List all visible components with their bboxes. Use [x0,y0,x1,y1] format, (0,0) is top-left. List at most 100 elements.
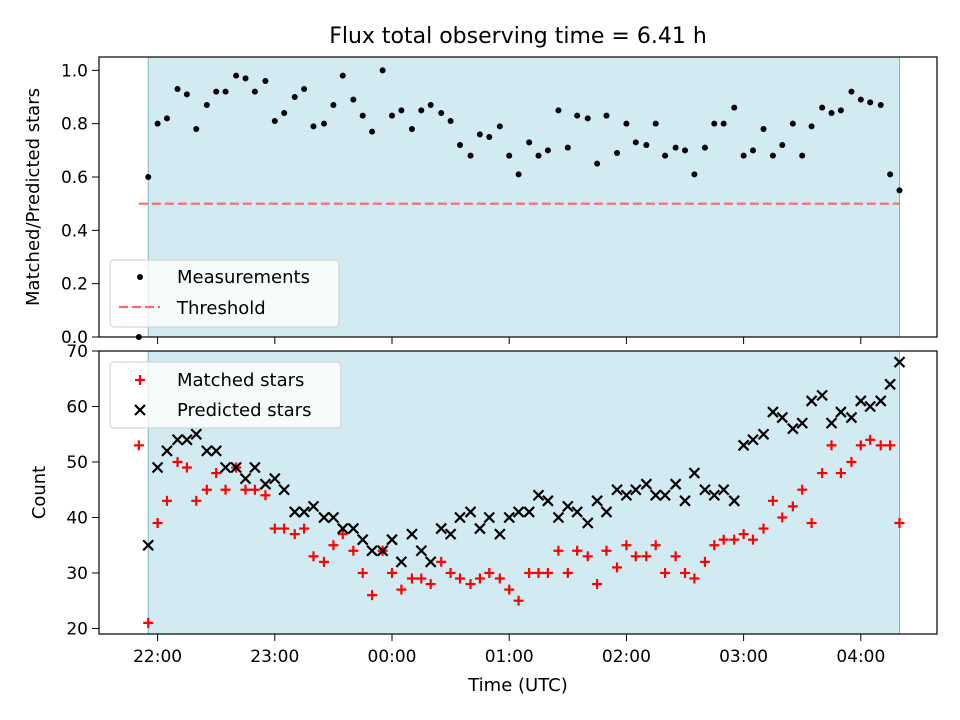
matched-star-point [181,462,192,473]
matched-star-point [855,440,866,451]
measurement-point [163,115,170,122]
predicted-star-point [552,511,565,524]
measurement-point [203,102,210,108]
measurement-point [486,134,493,140]
matched-star-point [494,573,505,584]
matched-star-point [680,567,691,578]
matched-star-point [133,440,144,451]
measurement-point [154,120,161,127]
matched-star-point [260,490,271,501]
predicted-star-point [190,428,203,441]
predicted-star-point [474,522,486,535]
predicted-star-point [288,506,301,518]
measurement-point [867,99,874,106]
matched-star-point [357,567,368,578]
predicted-star-point [201,445,213,457]
predicted-star-point [337,522,349,535]
legend-matched-marker [135,375,145,385]
predicted-star-point [435,522,448,535]
matched-star-point [474,573,485,584]
measurement-point [291,94,298,100]
predicted-star-point [464,506,477,518]
predicted-star-point [796,417,808,429]
predicted-star-point [424,556,437,568]
matched-star-point [738,529,749,540]
predicted-star-point [376,544,389,557]
predicted-star-point [298,506,310,518]
matched-star-point [152,518,163,529]
predicted-star-point [483,511,496,524]
ratio-legend: Measurements Threshold [109,259,340,328]
measurement-point [789,120,796,127]
measurement-point [262,78,269,84]
y-tick-label: 0.2 [61,275,88,295]
matched-star-point [835,468,846,479]
measurement-point [281,110,288,116]
measurement-point [672,144,679,151]
matched-star-point [797,484,808,495]
matched-star-point [885,440,896,451]
x-tick-label: 04:00 [836,647,885,667]
predicted-star-point [395,556,408,568]
matched-star-point [787,501,798,512]
x-tick-label: 00:00 [368,647,417,667]
predicted-star-point [503,511,515,524]
matched-star-point [425,579,436,590]
predicted-star-point [659,489,671,502]
matched-star-point [454,573,465,584]
matched-star-point [767,495,778,506]
measurement-point [213,88,220,95]
predicted-star-point [415,544,428,557]
matched-star-point [240,484,251,495]
count-axes-frame [98,350,938,635]
ratio-y-axis-label: Matched/Predicted stars [23,88,44,306]
measurement-point [233,72,240,79]
ratio-axes-frame [98,56,938,338]
predicted-star-point [181,434,193,446]
matched-star-point [328,540,339,551]
count-panel: 20 30 40 50 60 70 22:00 23:00 00:00 01:00 02:00 03… [29,342,938,696]
predicted-star-point [386,533,398,546]
predicted-star-point [230,461,242,474]
matched-star-point [777,512,788,523]
predicted-star-point [669,478,682,490]
y-tick-label: 60 [66,397,88,417]
predicted-star-point [600,506,613,518]
measurement-point [379,67,386,74]
matched-star-point [592,579,603,590]
predicted-star-point [542,495,554,507]
matched-star-point [484,567,495,578]
predicted-star-point [757,428,770,441]
measurement-point [632,139,639,146]
predicted-star-point [864,400,876,413]
x-tick-label: 01:00 [485,647,534,667]
y-tick-label: 0.8 [61,115,88,135]
measurement-point [584,115,591,122]
predicted-star-point [142,539,155,551]
matched-star-point [337,529,348,540]
y-tick-label: 40 [66,508,88,528]
predicted-star-point [523,506,535,518]
matched-star-point [582,551,593,562]
measurement-point [447,118,454,124]
ratio-x-ticks [157,337,862,344]
measurement-point [496,123,503,130]
count-legend: Matched stars Predicted stars [109,361,342,429]
matched-star-point [601,545,612,556]
measurement-point [544,147,551,154]
predicted-star-point [884,378,896,391]
matched-star-point [533,567,544,578]
predicted-star-point [278,483,290,496]
measurement-point [857,96,864,103]
measurement-point [515,171,522,178]
measurement-point [731,104,738,111]
predicted-star-point [366,544,378,557]
predicted-star-point [259,478,272,490]
measurement-point [427,102,434,108]
matched-star-point [504,584,515,595]
measurement-point [877,102,884,108]
predicted-star-point [571,506,583,518]
y-tick-label: 0.0 [61,328,88,348]
y-tick-label: 70 [66,342,88,362]
